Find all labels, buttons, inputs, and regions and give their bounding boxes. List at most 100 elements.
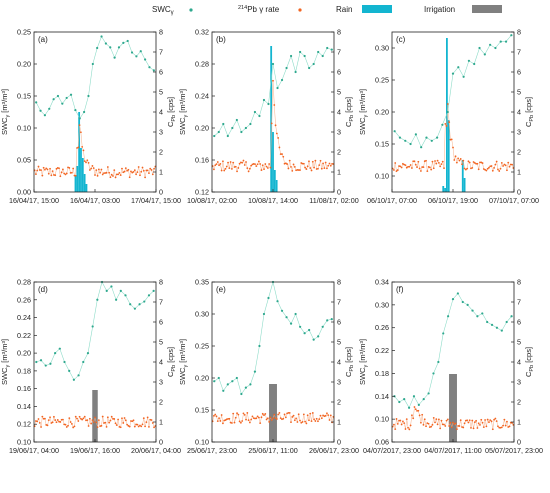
swc-point bbox=[299, 50, 302, 54]
y-right-tick-label: 0 bbox=[337, 188, 341, 197]
swc-point bbox=[317, 50, 320, 54]
pb-rate-point bbox=[220, 414, 223, 416]
pb-rate-point bbox=[73, 425, 76, 428]
pb-rate-point bbox=[266, 417, 269, 420]
pb-rate-point bbox=[497, 425, 499, 428]
pb-rate-point bbox=[309, 167, 312, 169]
pb-rate-point bbox=[284, 416, 287, 419]
pb-rate-point bbox=[458, 159, 461, 162]
pb-rate-point bbox=[405, 418, 408, 421]
pb-rate-point bbox=[60, 171, 63, 174]
swc-point bbox=[330, 48, 333, 51]
pb-rate-point bbox=[243, 164, 246, 166]
pb-rate-point bbox=[468, 161, 471, 164]
pb-rate-point bbox=[229, 161, 232, 163]
y-left-tick-label: 0.26 bbox=[17, 295, 31, 304]
x-tick-label: 25/06/17, 11:00 bbox=[248, 446, 297, 455]
pb-rate-point bbox=[117, 418, 120, 421]
y-right-tick-label: 4 bbox=[517, 358, 521, 367]
pb-rate-point bbox=[263, 168, 265, 171]
y-left-tick-label: 0.18 bbox=[375, 369, 389, 378]
y-right-tick-label: 4 bbox=[517, 108, 521, 117]
pb-rate-point bbox=[139, 424, 141, 427]
pb-rate-point bbox=[82, 149, 85, 152]
swc-point bbox=[115, 298, 118, 301]
pb-rate-point bbox=[232, 412, 235, 415]
pb-rate-point bbox=[497, 168, 499, 171]
pb-rate-point bbox=[293, 419, 296, 422]
pb-rate-point bbox=[458, 425, 461, 427]
swc-point bbox=[285, 316, 288, 319]
pb-rate-point bbox=[495, 420, 498, 423]
y-right-tick-label: 2 bbox=[337, 398, 341, 407]
pb-rate-point bbox=[92, 167, 95, 170]
swc-point bbox=[262, 98, 266, 102]
pb-rate-point bbox=[83, 160, 86, 163]
panel-f: 0.06 0.10 0.14 0.18 0.22 0.26 0.30 0.34 0 1 2 3 4 5 6 7… bbox=[358, 278, 543, 456]
pb-rate-point bbox=[413, 160, 416, 163]
y-left-tick-label: 0.30 bbox=[195, 310, 209, 319]
pb-rate-point bbox=[502, 424, 504, 427]
pb-rate-point bbox=[489, 419, 492, 422]
pb-rate-point bbox=[270, 122, 273, 125]
swc-point bbox=[308, 66, 311, 70]
pb-rate-point bbox=[58, 167, 60, 170]
pb-rate-point bbox=[482, 426, 485, 428]
pb-rate-point bbox=[77, 420, 80, 422]
pb-rate-point bbox=[431, 423, 434, 426]
pb-rate-point bbox=[151, 173, 154, 176]
swc-point bbox=[83, 110, 86, 114]
pb-rate-point bbox=[91, 165, 94, 167]
pb-rate-point bbox=[290, 166, 292, 168]
pb-rate-point bbox=[233, 421, 236, 424]
pb-rate-point bbox=[399, 419, 402, 422]
pb-rate-point bbox=[97, 168, 100, 171]
pb-rate-point bbox=[153, 426, 155, 429]
swc-point bbox=[317, 335, 320, 338]
pb-rate-point bbox=[227, 161, 229, 164]
pb-rate-point bbox=[488, 166, 490, 169]
pb-rate-point bbox=[247, 170, 250, 173]
swc-point bbox=[249, 122, 252, 126]
pb-rate-point bbox=[123, 170, 126, 173]
pb-rate-point bbox=[407, 165, 409, 168]
pb-rate-point bbox=[494, 417, 497, 420]
pb-rate-point bbox=[313, 166, 315, 169]
pb-rate-point bbox=[238, 162, 241, 165]
pb-rate-point bbox=[239, 421, 242, 424]
y-right-tick-label: 3 bbox=[517, 128, 521, 137]
pb-rate-point bbox=[95, 421, 98, 424]
y-left-tick-label: 0.10 bbox=[375, 172, 389, 181]
swc-point bbox=[294, 312, 297, 316]
pb-rate-point bbox=[113, 418, 116, 420]
pb-rate-point bbox=[490, 165, 493, 167]
pb-rate-point bbox=[416, 166, 418, 168]
pb-rate-point bbox=[308, 419, 310, 422]
y-right-tick-label: 5 bbox=[337, 338, 341, 347]
pb-rate-point bbox=[468, 419, 471, 422]
pb-rate-point bbox=[144, 425, 146, 428]
pb-rate-point bbox=[69, 171, 72, 174]
y-right-tick-label: 0 bbox=[517, 188, 521, 197]
pb-rate-point bbox=[485, 425, 488, 428]
pb-rate-point bbox=[277, 413, 280, 416]
pb-rate-point bbox=[296, 421, 299, 423]
pb-rate-point bbox=[65, 172, 68, 175]
pb-rate-point bbox=[454, 422, 457, 425]
swc-point bbox=[446, 110, 449, 114]
pb-rate-point bbox=[268, 163, 271, 165]
pb-rate-point bbox=[41, 415, 44, 418]
pb-rate-point bbox=[446, 103, 449, 105]
pb-rate-point bbox=[493, 167, 495, 169]
y-left-tick-label: 0.24 bbox=[195, 92, 209, 101]
rain-bar bbox=[81, 158, 84, 192]
pb-rate-point bbox=[272, 417, 274, 420]
pb-rate-point bbox=[414, 163, 417, 166]
pb-rate-point bbox=[40, 426, 42, 428]
pb-rate-point bbox=[473, 421, 476, 424]
pb-rate-point bbox=[490, 420, 493, 423]
pb-rate-point bbox=[454, 155, 457, 158]
pb-rate-point bbox=[395, 170, 398, 173]
pb-rate-point bbox=[68, 417, 71, 420]
pb-rate-point bbox=[511, 422, 513, 424]
